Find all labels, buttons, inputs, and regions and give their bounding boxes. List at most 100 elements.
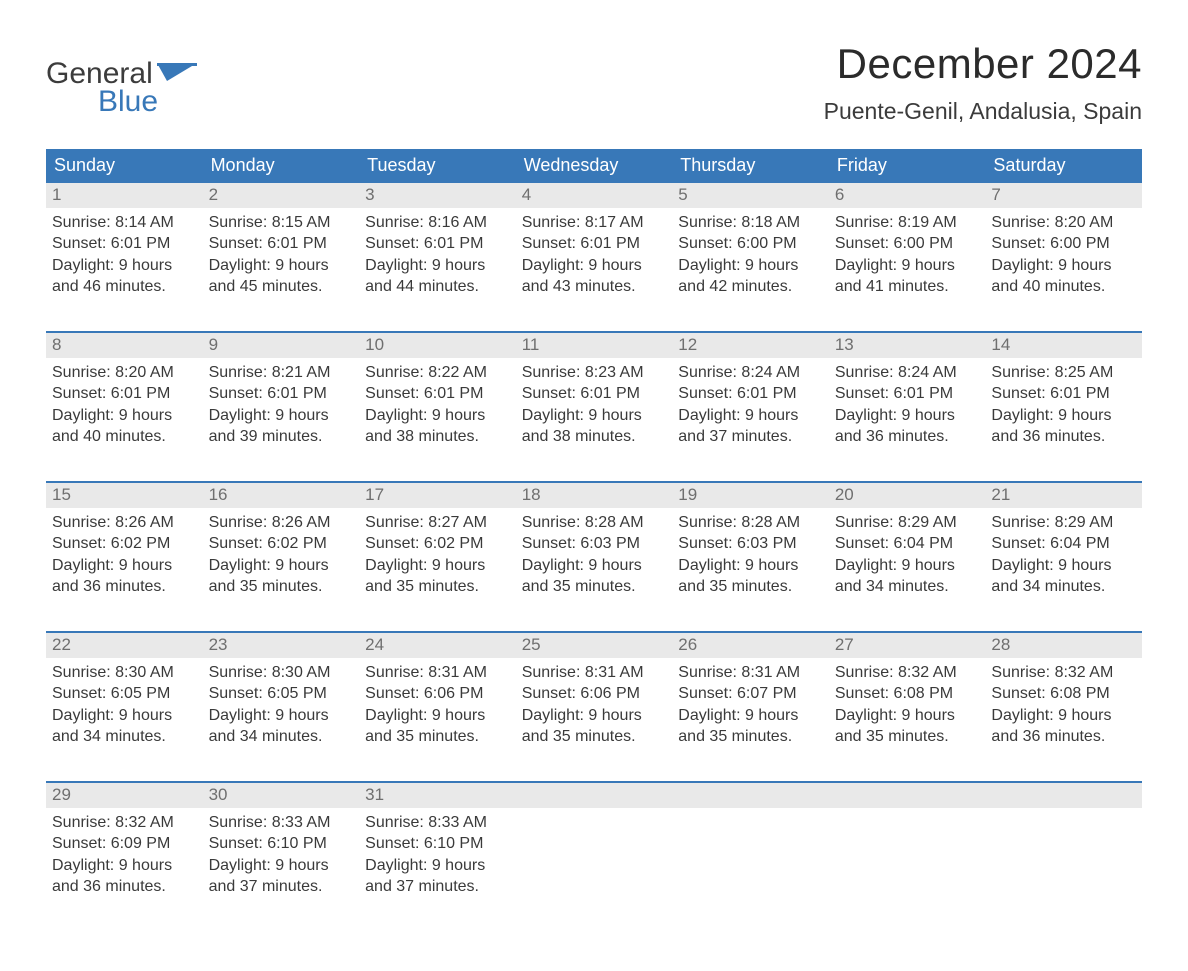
- sunset-text: Sunset: 6:01 PM: [52, 233, 199, 254]
- daylight-text: Daylight: 9 hours: [522, 405, 669, 426]
- daylight-text: and 40 minutes.: [991, 276, 1138, 297]
- daylight-text: Daylight: 9 hours: [991, 255, 1138, 276]
- day-number: 18: [516, 483, 673, 508]
- day-number: [829, 783, 986, 808]
- week-row: 8Sunrise: 8:20 AMSunset: 6:01 PMDaylight…: [46, 331, 1142, 481]
- weekday-header-row: Sunday Monday Tuesday Wednesday Thursday…: [46, 149, 1142, 183]
- sunrise-text: Sunrise: 8:28 AM: [678, 512, 825, 533]
- daylight-text: and 35 minutes.: [209, 576, 356, 597]
- sunset-text: Sunset: 6:02 PM: [209, 533, 356, 554]
- sunrise-text: Sunrise: 8:20 AM: [52, 362, 199, 383]
- day-number: 19: [672, 483, 829, 508]
- day-number: 27: [829, 633, 986, 658]
- day-cell: 30Sunrise: 8:33 AMSunset: 6:10 PMDayligh…: [203, 783, 360, 931]
- day-cell: 8Sunrise: 8:20 AMSunset: 6:01 PMDaylight…: [46, 333, 203, 481]
- daylight-text: and 42 minutes.: [678, 276, 825, 297]
- calendar: Sunday Monday Tuesday Wednesday Thursday…: [46, 149, 1142, 931]
- daylight-text: Daylight: 9 hours: [209, 255, 356, 276]
- daylight-text: and 35 minutes.: [522, 576, 669, 597]
- day-cell: [672, 783, 829, 931]
- day-body: Sunrise: 8:32 AMSunset: 6:08 PMDaylight:…: [985, 658, 1142, 751]
- day-number: 17: [359, 483, 516, 508]
- daylight-text: and 36 minutes.: [52, 876, 199, 897]
- week-row: 22Sunrise: 8:30 AMSunset: 6:05 PMDayligh…: [46, 631, 1142, 781]
- daylight-text: Daylight: 9 hours: [209, 405, 356, 426]
- daylight-text: and 34 minutes.: [991, 576, 1138, 597]
- day-cell: 12Sunrise: 8:24 AMSunset: 6:01 PMDayligh…: [672, 333, 829, 481]
- day-body: Sunrise: 8:17 AMSunset: 6:01 PMDaylight:…: [516, 208, 673, 301]
- day-cell: 6Sunrise: 8:19 AMSunset: 6:00 PMDaylight…: [829, 183, 986, 331]
- day-cell: 14Sunrise: 8:25 AMSunset: 6:01 PMDayligh…: [985, 333, 1142, 481]
- header-area: General Blue December 2024 Puente-Genil,…: [46, 40, 1142, 125]
- sunset-text: Sunset: 6:00 PM: [835, 233, 982, 254]
- day-number: 24: [359, 633, 516, 658]
- day-number: [985, 783, 1142, 808]
- sunrise-text: Sunrise: 8:24 AM: [835, 362, 982, 383]
- day-body: Sunrise: 8:23 AMSunset: 6:01 PMDaylight:…: [516, 358, 673, 451]
- daylight-text: and 45 minutes.: [209, 276, 356, 297]
- sunrise-text: Sunrise: 8:26 AM: [52, 512, 199, 533]
- day-number: 1: [46, 183, 203, 208]
- sunset-text: Sunset: 6:01 PM: [52, 383, 199, 404]
- day-number: 20: [829, 483, 986, 508]
- day-body: Sunrise: 8:28 AMSunset: 6:03 PMDaylight:…: [672, 508, 829, 601]
- day-body: Sunrise: 8:22 AMSunset: 6:01 PMDaylight:…: [359, 358, 516, 451]
- sunrise-text: Sunrise: 8:18 AM: [678, 212, 825, 233]
- day-cell: 21Sunrise: 8:29 AMSunset: 6:04 PMDayligh…: [985, 483, 1142, 631]
- sunset-text: Sunset: 6:02 PM: [52, 533, 199, 554]
- day-number: 5: [672, 183, 829, 208]
- day-body: Sunrise: 8:24 AMSunset: 6:01 PMDaylight:…: [829, 358, 986, 451]
- day-body: Sunrise: 8:30 AMSunset: 6:05 PMDaylight:…: [46, 658, 203, 751]
- day-number: 11: [516, 333, 673, 358]
- location: Puente-Genil, Andalusia, Spain: [824, 98, 1142, 125]
- day-body: [672, 808, 829, 816]
- daylight-text: and 35 minutes.: [835, 726, 982, 747]
- sunset-text: Sunset: 6:01 PM: [678, 383, 825, 404]
- sunset-text: Sunset: 6:01 PM: [835, 383, 982, 404]
- daylight-text: Daylight: 9 hours: [522, 705, 669, 726]
- day-body: Sunrise: 8:30 AMSunset: 6:05 PMDaylight:…: [203, 658, 360, 751]
- day-cell: 18Sunrise: 8:28 AMSunset: 6:03 PMDayligh…: [516, 483, 673, 631]
- daylight-text: Daylight: 9 hours: [678, 705, 825, 726]
- day-cell: [985, 783, 1142, 931]
- week-row: 29Sunrise: 8:32 AMSunset: 6:09 PMDayligh…: [46, 781, 1142, 931]
- day-body: Sunrise: 8:20 AMSunset: 6:01 PMDaylight:…: [46, 358, 203, 451]
- day-cell: 4Sunrise: 8:17 AMSunset: 6:01 PMDaylight…: [516, 183, 673, 331]
- daylight-text: and 46 minutes.: [52, 276, 199, 297]
- day-number: 9: [203, 333, 360, 358]
- day-number: 31: [359, 783, 516, 808]
- daylight-text: Daylight: 9 hours: [678, 555, 825, 576]
- sunrise-text: Sunrise: 8:30 AM: [52, 662, 199, 683]
- sunrise-text: Sunrise: 8:32 AM: [52, 812, 199, 833]
- month-title: December 2024: [824, 40, 1142, 88]
- sunset-text: Sunset: 6:01 PM: [365, 383, 512, 404]
- day-cell: [516, 783, 673, 931]
- day-body: Sunrise: 8:33 AMSunset: 6:10 PMDaylight:…: [203, 808, 360, 901]
- day-cell: 25Sunrise: 8:31 AMSunset: 6:06 PMDayligh…: [516, 633, 673, 781]
- sunset-text: Sunset: 6:01 PM: [209, 233, 356, 254]
- day-body: Sunrise: 8:29 AMSunset: 6:04 PMDaylight:…: [829, 508, 986, 601]
- daylight-text: Daylight: 9 hours: [835, 555, 982, 576]
- day-body: [516, 808, 673, 816]
- sunset-text: Sunset: 6:01 PM: [209, 383, 356, 404]
- day-cell: 19Sunrise: 8:28 AMSunset: 6:03 PMDayligh…: [672, 483, 829, 631]
- day-number: 2: [203, 183, 360, 208]
- daylight-text: Daylight: 9 hours: [52, 555, 199, 576]
- day-body: Sunrise: 8:25 AMSunset: 6:01 PMDaylight:…: [985, 358, 1142, 451]
- sunset-text: Sunset: 6:01 PM: [365, 233, 512, 254]
- sunrise-text: Sunrise: 8:32 AM: [991, 662, 1138, 683]
- daylight-text: Daylight: 9 hours: [365, 405, 512, 426]
- daylight-text: and 36 minutes.: [52, 576, 199, 597]
- weekday-header: Sunday: [46, 149, 203, 183]
- sunset-text: Sunset: 6:09 PM: [52, 833, 199, 854]
- sunrise-text: Sunrise: 8:15 AM: [209, 212, 356, 233]
- day-cell: [829, 783, 986, 931]
- day-cell: 3Sunrise: 8:16 AMSunset: 6:01 PMDaylight…: [359, 183, 516, 331]
- daylight-text: and 40 minutes.: [52, 426, 199, 447]
- day-cell: 10Sunrise: 8:22 AMSunset: 6:01 PMDayligh…: [359, 333, 516, 481]
- day-cell: 15Sunrise: 8:26 AMSunset: 6:02 PMDayligh…: [46, 483, 203, 631]
- sunset-text: Sunset: 6:08 PM: [835, 683, 982, 704]
- sunset-text: Sunset: 6:03 PM: [522, 533, 669, 554]
- sunrise-text: Sunrise: 8:29 AM: [991, 512, 1138, 533]
- sunrise-text: Sunrise: 8:29 AM: [835, 512, 982, 533]
